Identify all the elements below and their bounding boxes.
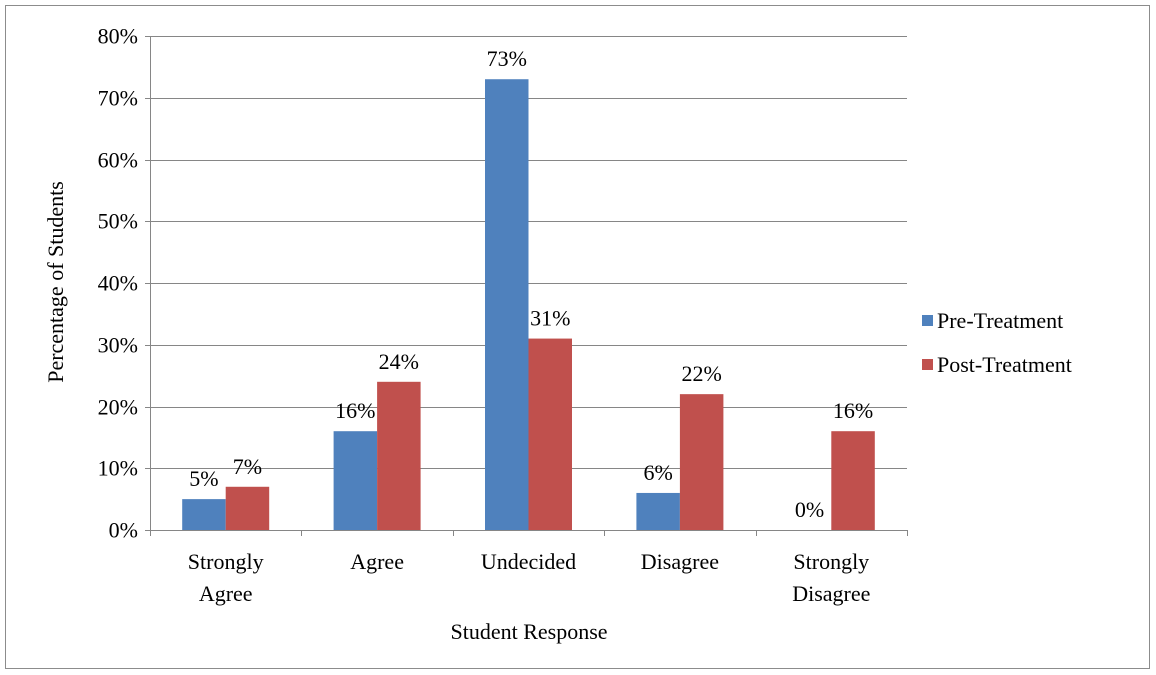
bar-pre-treatment <box>485 79 529 530</box>
x-tick-label: Undecided <box>481 549 576 574</box>
y-tick-label: 70% <box>98 86 138 111</box>
chart-frame <box>5 5 1150 669</box>
x-axis-title: Student Response <box>450 619 607 644</box>
data-label: 16% <box>335 398 375 423</box>
x-tick-label: Strongly <box>793 549 869 574</box>
bar-post-treatment <box>679 394 724 530</box>
y-tick-label: 50% <box>98 209 138 234</box>
y-axis-title: Percentage of Students <box>43 181 68 383</box>
legend-swatch <box>922 359 933 370</box>
y-tick-label: 20% <box>98 395 138 420</box>
legend: Pre-Treatment Post-Treatment <box>922 308 1072 377</box>
bar-post-treatment <box>225 486 270 530</box>
data-label: 24% <box>379 349 419 374</box>
data-label: 0% <box>795 497 824 522</box>
x-tick-label: Agree <box>199 581 253 606</box>
y-tick-label: 0% <box>109 518 138 543</box>
bar-pre-treatment <box>636 492 680 530</box>
data-label: 73% <box>487 46 527 71</box>
x-tick-label: Disagree <box>641 549 719 574</box>
y-tick-label: 10% <box>98 456 138 481</box>
data-label: 22% <box>681 361 721 386</box>
data-label: 5% <box>189 466 218 491</box>
data-label: 7% <box>233 454 262 479</box>
bar-pre-treatment <box>182 499 226 530</box>
legend-label: Post-Treatment <box>937 352 1072 377</box>
y-tick-label: 40% <box>98 271 138 296</box>
x-axis-ticks: Strongly Agree Agree Undecided Disagree Stron… <box>150 530 908 606</box>
legend-label: Pre-Treatment <box>937 308 1063 333</box>
data-label: 16% <box>833 398 873 423</box>
x-tick-label: Disagree <box>792 581 870 606</box>
y-axis-ticks: 0% 10% 20% 30% 40% 50% 60% 70% 80% <box>98 24 150 543</box>
axes <box>150 36 907 531</box>
bar-post-treatment <box>831 431 875 530</box>
y-tick-label: 80% <box>98 24 138 49</box>
y-tick-label: 60% <box>98 148 138 173</box>
bar-post-treatment <box>528 338 572 530</box>
data-label: 31% <box>530 306 570 331</box>
x-tick-label: Agree <box>350 549 404 574</box>
data-label: 6% <box>643 460 672 485</box>
x-tick-label: Strongly <box>188 549 264 574</box>
bar-post-treatment <box>377 381 421 530</box>
y-tick-label: 30% <box>98 333 138 358</box>
data-labels: 5% 16% 73% 6% 0% 7% 24% 31% 22% 16% <box>189 46 873 522</box>
legend-swatch <box>922 315 933 326</box>
bars <box>182 79 875 530</box>
bar-pre-treatment <box>333 431 378 530</box>
